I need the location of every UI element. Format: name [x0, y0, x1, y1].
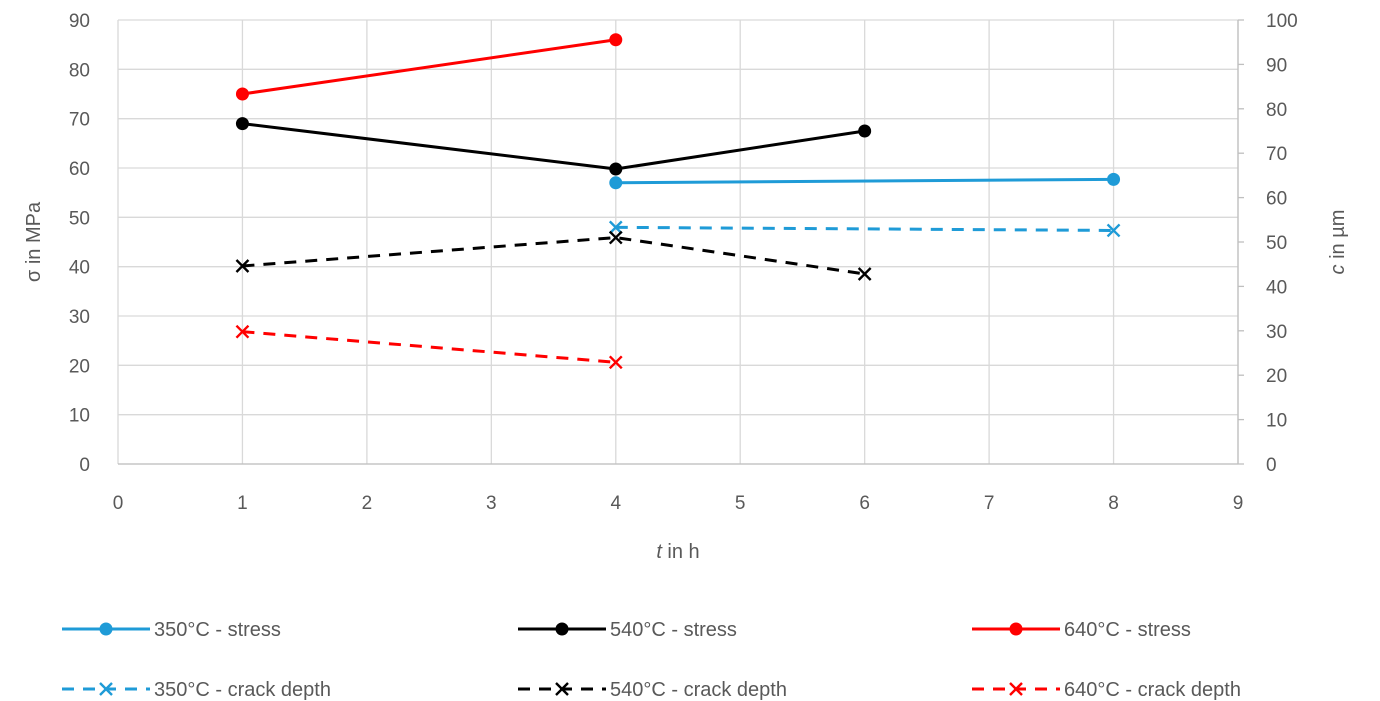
y-left-tick-label: 90: [69, 11, 90, 32]
y-right-tick-label: 70: [1266, 144, 1287, 165]
series-0: [609, 172, 1121, 190]
y-right-axis-title: c in µm: [1327, 210, 1349, 275]
legend-label: 640°C - crack depth: [1064, 679, 1241, 701]
data-point: [608, 220, 623, 235]
series-4: [235, 230, 872, 281]
y-left-tick-label: 70: [69, 110, 90, 131]
y-left-axis-title: σ in MPa: [23, 201, 45, 282]
series-1: [235, 117, 872, 176]
x-tick-label: 6: [859, 493, 870, 514]
x-axis-title-var: t: [656, 541, 663, 563]
y-left-tick-label: 30: [69, 307, 90, 328]
series-2: [235, 33, 623, 101]
legend-entry: 350°C - crack depth: [62, 679, 331, 701]
x-tick-label: 8: [1108, 493, 1119, 514]
series-line: [242, 236, 865, 276]
data-point: [609, 33, 623, 47]
data-point: [235, 117, 249, 131]
x-tick-label: 9: [1233, 493, 1244, 514]
legend-entry: 640°C - crack depth: [972, 679, 1241, 701]
legend-entry: 640°C - stress: [972, 619, 1191, 641]
y-right-tick-label: 30: [1266, 322, 1287, 343]
legend-swatch-marker: [99, 622, 113, 636]
series-3: [608, 220, 1121, 238]
y-right-tick-label: 60: [1266, 189, 1287, 210]
legend-swatch-marker: [99, 682, 113, 696]
y-left-tick-label: 60: [69, 159, 90, 180]
data-point: [858, 124, 872, 138]
data-point: [1106, 223, 1121, 238]
legend-entry: 350°C - stress: [62, 619, 281, 641]
y-left-tick-label: 20: [69, 356, 90, 377]
y-right-tick-label: 100: [1266, 11, 1298, 32]
y-right-tick-label: 50: [1266, 233, 1287, 254]
y-left-tick-label: 80: [69, 60, 90, 81]
series-line: [242, 330, 616, 364]
legend-label: 350°C - crack depth: [154, 679, 331, 701]
legend-entry: 540°C - stress: [518, 619, 737, 641]
data-point: [609, 176, 623, 190]
y-left-tick-label: 0: [79, 455, 90, 476]
legend-label: 540°C - stress: [610, 619, 737, 641]
legend-label: 540°C - crack depth: [610, 679, 787, 701]
y-right-tick-label: 10: [1266, 411, 1287, 432]
legend-entry: 540°C - crack depth: [518, 679, 787, 701]
x-tick-label: 3: [486, 493, 497, 514]
x-axis-title: t in h: [656, 541, 699, 563]
y-left-tick-label: 50: [69, 208, 90, 229]
data-point: [608, 230, 623, 245]
legend-label: 640°C - stress: [1064, 619, 1191, 641]
y-right-axis-title-unit: in µm: [1327, 210, 1349, 265]
legend-swatch-marker: [1009, 622, 1023, 636]
series-line: [615, 177, 1114, 185]
data-point: [857, 267, 872, 281]
series-line: [242, 38, 616, 96]
series-line: [242, 122, 865, 171]
legend-swatch-marker: [555, 622, 569, 636]
y-right-tick-label: 20: [1266, 366, 1287, 387]
legend-swatch-marker: [555, 682, 569, 696]
y-right-tick-label: 80: [1266, 100, 1287, 121]
y-right-axis-title-var: c: [1327, 264, 1349, 274]
x-tick-label: 7: [984, 493, 995, 514]
legend-swatch-marker: [1009, 682, 1023, 696]
data-point: [1107, 172, 1121, 186]
y-left-tick-label: 10: [69, 406, 90, 427]
y-right-tick-label: 0: [1266, 455, 1277, 476]
y-left-tick-label: 40: [69, 258, 90, 279]
series-5: [235, 324, 623, 370]
y-right-tick-label: 90: [1266, 55, 1287, 76]
x-tick-label: 2: [362, 493, 373, 514]
data-point: [235, 259, 250, 273]
x-tick-label: 5: [735, 493, 746, 514]
data-point: [608, 355, 623, 370]
legend: 350°C - stress 540°C - stress 640°C - stre…: [62, 619, 1241, 701]
x-tick-label: 4: [610, 493, 621, 514]
data-point: [609, 162, 623, 176]
x-axis-title-unit: in h: [662, 541, 700, 563]
x-tick-label: 1: [237, 493, 248, 514]
data-point: [235, 87, 249, 101]
data-point: [235, 324, 250, 339]
x-tick-label: 0: [113, 493, 124, 514]
series-layer: [235, 33, 1121, 370]
legend-label: 350°C - stress: [154, 619, 281, 641]
y-right-tick-label: 40: [1266, 277, 1287, 298]
